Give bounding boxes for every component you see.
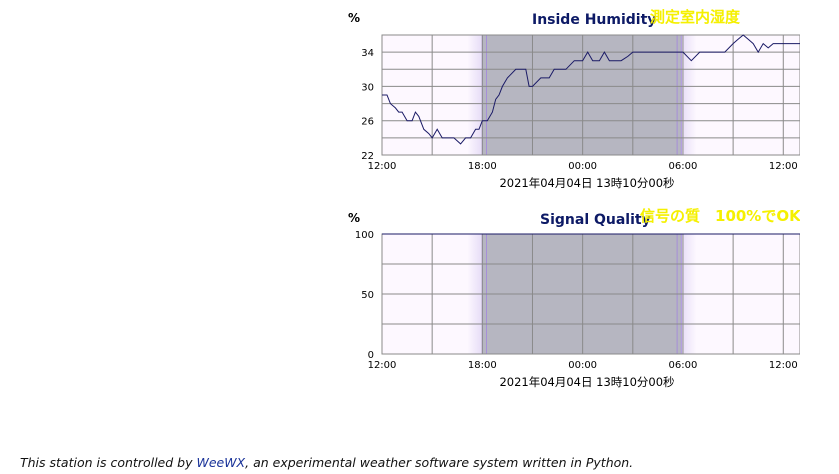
night-shading [482,35,682,155]
y-tick-label: 50 [361,290,374,301]
chart-annotation: 信号の質 100%でOK [640,207,800,225]
footer-suffix: , an experimental weather software syste… [245,455,634,470]
chart-date-label: 2021年04月04日 13時10分00秒 [499,176,674,190]
y-tick-label: 22 [361,151,374,162]
x-tick-label: 06:00 [669,161,698,172]
x-tick-label: 18:00 [468,360,497,371]
chart-svg: 0 50 100 12:00 18:00 00:00 06:00 12:00% Signal Q… [348,207,800,389]
weewx-link[interactable]: WeeWX [196,455,246,470]
dusk-band [467,35,483,155]
y-tick-label: 34 [361,48,374,59]
x-tick-label: 12:00 [368,360,397,371]
y-unit-label: % [348,211,360,225]
y-tick-label: 26 [361,117,374,128]
x-tick-label: 12:00 [368,161,397,172]
footer-prefix: This station is controlled by [20,455,197,470]
chart-date-label: 2021年04月04日 13時10分00秒 [499,375,674,389]
chart-title: Signal Quality [540,212,651,228]
chart-svg: 22 26 30 34 12:00 18:00 00:00 06:00 12:00% Inside… [348,8,800,190]
y-tick-label: 0 [368,350,374,361]
x-tick-label: 00:00 [568,161,597,172]
x-tick-label: 00:00 [568,360,597,371]
dawn-band [681,35,697,155]
chart-title: Inside Humidity [532,12,656,28]
x-tick-label: 18:00 [468,161,497,172]
footer-text: This station is controlled by WeeWX, an … [20,455,633,470]
y-tick-label: 100 [355,230,374,241]
x-tick-label: 12:00 [769,161,798,172]
chart-annotation: 測定室内湿度 [650,8,741,26]
x-tick-label: 12:00 [769,360,798,371]
x-tick-label: 06:00 [669,360,698,371]
y-tick-label: 30 [361,82,374,93]
inside-humidity-chart: 22 26 30 34 12:00 18:00 00:00 06:00 12:00% Inside… [340,0,800,190]
series-line [382,34,800,145]
signal-quality-chart: 0 50 100 12:00 18:00 00:00 06:00 12:00% Signal Q… [340,200,800,390]
y-unit-label: % [348,11,360,25]
